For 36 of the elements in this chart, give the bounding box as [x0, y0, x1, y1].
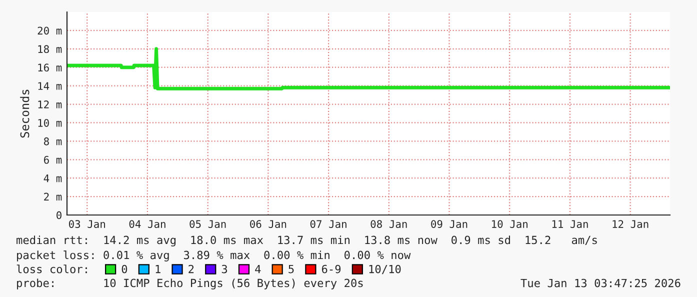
x-tick-label: 05 Jan	[190, 220, 226, 228]
line-series	[67, 47, 670, 90]
legend-label: 6-9	[322, 264, 341, 274]
legend-label: 4	[255, 264, 261, 274]
legend-label: 10/10	[369, 264, 401, 274]
x-tick-label: 06 Jan	[250, 220, 286, 228]
y-tick-label: 16 m	[38, 64, 62, 72]
legend-label: 2	[188, 264, 194, 274]
y-tick-label: 18 m	[38, 45, 62, 54]
text: median rtt: 14.2 ms avg 18.0 ms max 13.7 ms min 13.8 ms now 0.9 ms sd 15.2 am/s	[16, 236, 597, 246]
y-tick-label: 20 m	[38, 26, 62, 35]
legend-label: 1	[156, 264, 160, 274]
x-tick-label: 10 Jan	[492, 220, 528, 228]
legend-label: 0	[122, 264, 128, 274]
x-tick-label: 08 Jan	[370, 220, 407, 228]
y-tick-label: 10 m	[38, 118, 62, 127]
x-tick-label: 03 Jan	[68, 220, 106, 228]
x-tick-label: 11 Jan	[552, 220, 588, 228]
x-tick-label: 09 Jan	[431, 220, 468, 228]
y-tick-label: 4 m	[44, 174, 62, 182]
text: packet loss: 0.01 % avg 3.89 % max 0.00 % min 0.00 % now	[17, 250, 411, 262]
y-tick-label: 12 m	[38, 100, 62, 108]
x-tick-label: 04 Jan	[129, 220, 166, 228]
legend-label: 5	[288, 264, 294, 274]
x-tick-label: 07 Jan	[310, 220, 346, 228]
legend-title: loss color:	[16, 264, 87, 274]
y-tick-label: 2 m	[44, 192, 62, 201]
y-axis-title: Seconds	[20, 90, 30, 138]
y-tick-label: 6 m	[44, 156, 62, 164]
text: Tue Jan 13 03:47:25 2026	[520, 278, 680, 288]
text: probe: 10 ICMP Echo Pings (56 Bytes) every 20s	[17, 278, 363, 290]
y-tick-label: 8 m	[44, 137, 62, 146]
x-tick-label: 12 Jan	[612, 220, 648, 228]
y-tick-label: 14 m	[38, 82, 62, 90]
legend-label: 3	[222, 264, 228, 274]
y-tick-label: 0	[56, 211, 62, 220]
